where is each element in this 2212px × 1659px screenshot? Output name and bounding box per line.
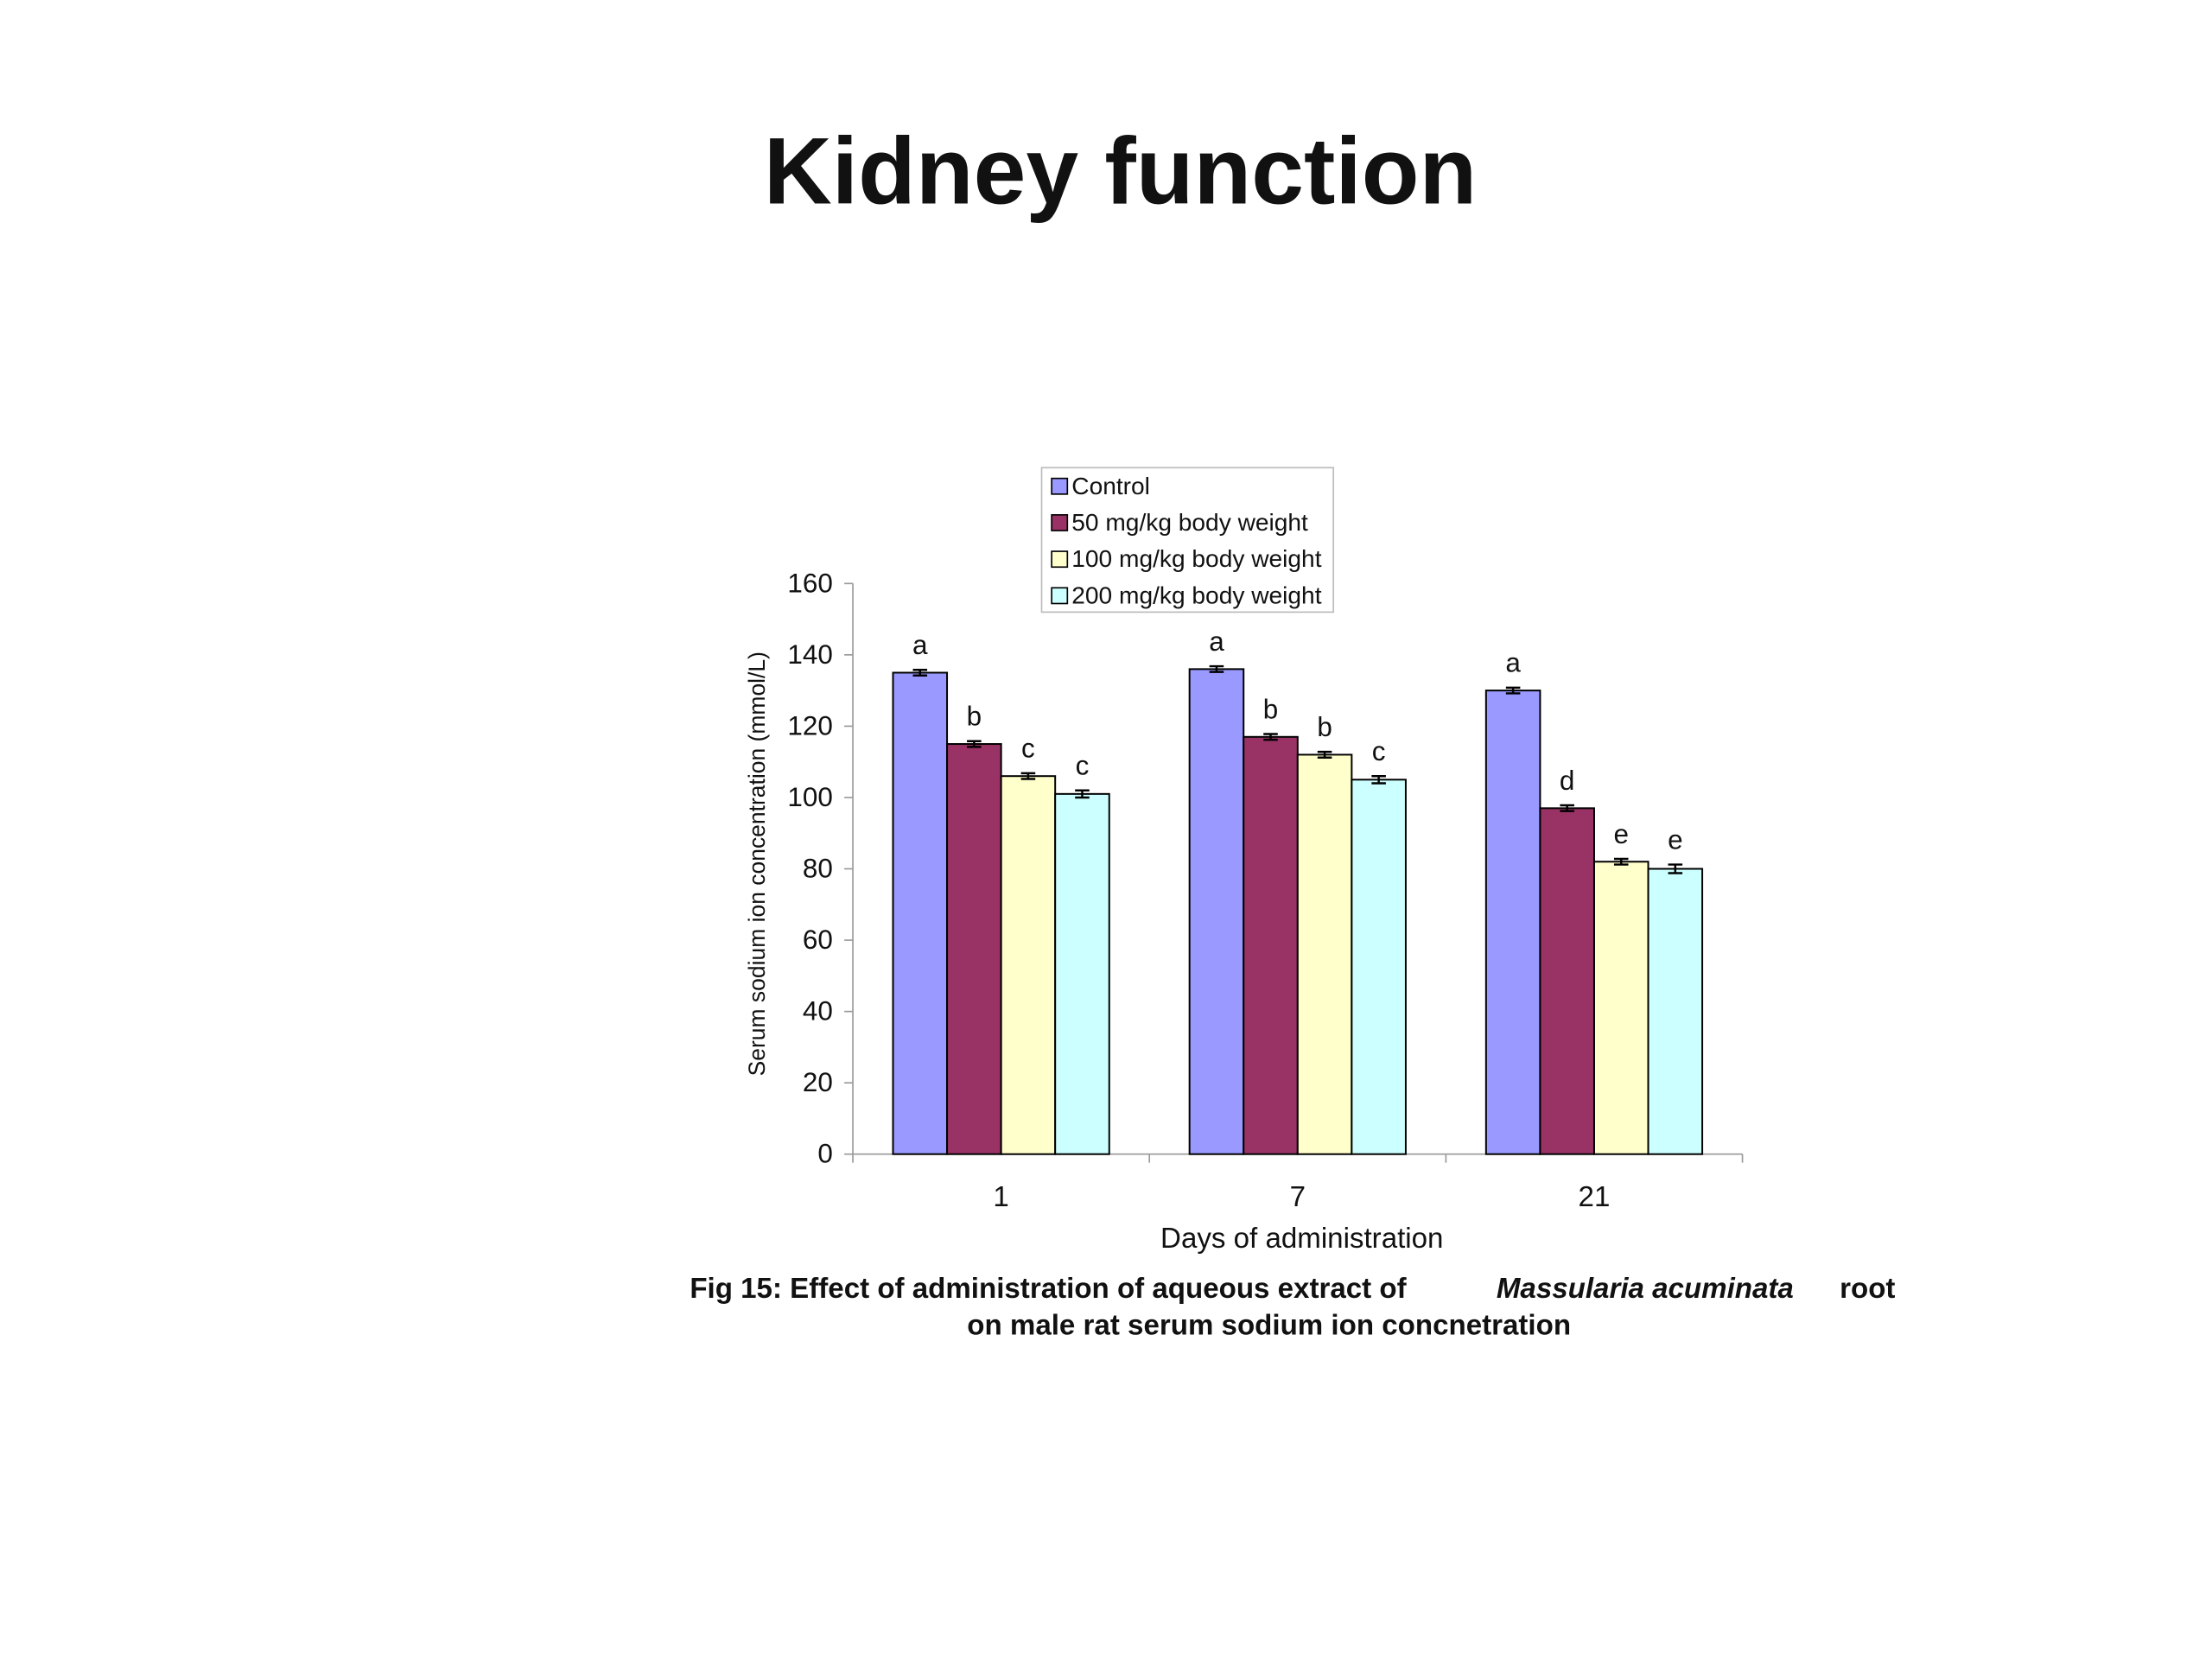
bar [892,671,949,1155]
significance-label: b [967,702,982,732]
y-axis-label: Serum sodium ion concentration (mmol/L) [744,652,770,1076]
legend-label: Control [1071,473,1150,499]
significance-label: a [1505,648,1521,678]
bar [1351,779,1407,1155]
significance-label: c [1372,736,1386,766]
error-bar [912,668,928,677]
y-tick-label: 20 [803,1067,833,1097]
bar [1188,668,1245,1155]
caption-text: on male rat serum sodium ion concnetrati… [967,1310,1571,1342]
bar [1484,690,1541,1155]
significance-label: e [1614,819,1629,849]
significance-label: b [1263,694,1278,724]
y-tick-label: 60 [803,925,833,955]
x-tick-label: 1 [993,1181,1008,1213]
x-tick-label: 21 [1579,1181,1611,1213]
error-bar [1371,774,1386,785]
bar [1647,868,1704,1155]
legend-swatch [1051,477,1069,495]
error-bar [1560,804,1574,812]
bar [946,743,1002,1155]
significance-label: a [912,630,928,660]
bar [1000,775,1057,1155]
caption-text: root [1840,1273,1895,1305]
bar [1054,792,1110,1155]
y-tick-label: 0 [817,1139,832,1169]
significance-label: b [1317,712,1332,742]
legend-swatch [1051,587,1069,605]
y-tick-label: 40 [803,996,833,1027]
error-bar [1613,857,1629,866]
significance-label: c [1076,751,1090,781]
x-axis-label: Days of administration [1160,1223,1443,1255]
y-tick-label: 140 [787,639,832,670]
error-bar [1263,733,1278,741]
significance-label: d [1560,766,1574,796]
caption: Fig 15: Effect of administration of aque… [690,1273,1895,1305]
error-bar [1020,772,1036,780]
x-tick-label: 7 [1290,1181,1306,1213]
legend-label: 50 mg/kg body weight [1071,509,1308,536]
caption-text: Fig 15: Effect of administration of aque… [690,1273,1407,1305]
y-tick-label: 120 [787,710,832,741]
error-bar [1075,789,1090,799]
significance-label: a [1209,626,1224,657]
significance-label: e [1668,824,1682,855]
error-bar [1317,750,1332,759]
significance-label: c [1021,734,1035,764]
bar [1539,807,1595,1155]
legend-box [1040,467,1334,613]
bar [1243,735,1299,1155]
legend-label: 100 mg/kg body weight [1071,545,1321,572]
legend-swatch [1051,550,1069,569]
legend-label: 200 mg/kg body weight [1071,582,1321,608]
y-tick-label: 100 [787,782,832,812]
error-bar [1505,686,1521,695]
error-bar [1209,664,1224,673]
legend-swatch [1051,514,1069,531]
slide-title: Kidney function [764,119,1477,225]
bar [1592,861,1649,1155]
error-bar [967,740,982,748]
caption-species: Massularia acuminata [1497,1273,1794,1305]
y-tick-label: 80 [803,853,833,883]
y-tick-label: 160 [787,568,832,598]
error-bar [1668,863,1683,874]
bar [1296,753,1353,1155]
